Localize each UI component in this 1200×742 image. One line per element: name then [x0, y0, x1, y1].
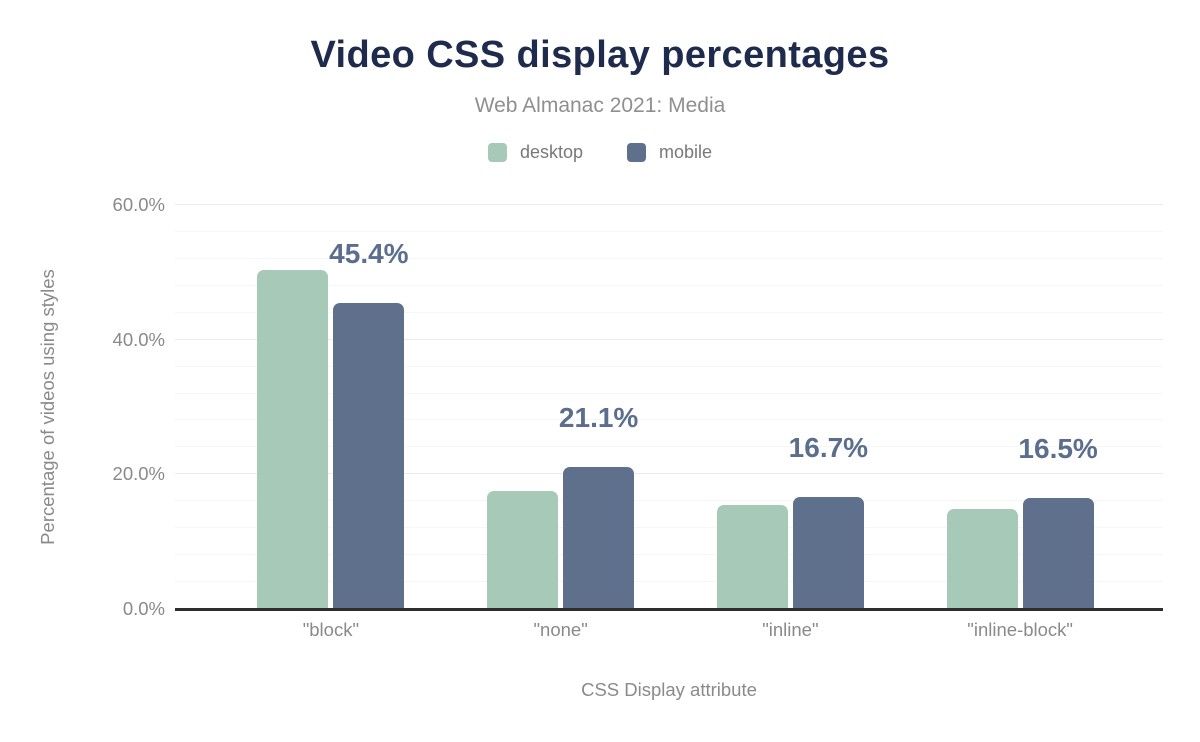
x-axis-line: [175, 608, 1163, 611]
minor-gridline: [175, 527, 1163, 529]
minor-gridline: [175, 365, 1163, 367]
legend: desktop mobile: [0, 142, 1200, 163]
legend-label-mobile: mobile: [659, 142, 713, 162]
legend-swatch-desktop-icon: [487, 143, 507, 162]
category-label-inline: "inline": [762, 619, 819, 640]
y-tick-label: 60.0%: [112, 194, 165, 215]
bar-desktop-inline[interactable]: [716, 505, 788, 609]
y-tick-label: 40.0%: [112, 328, 165, 350]
legend-item-mobile[interactable]: mobile: [627, 142, 712, 163]
bar-mobile-none[interactable]: [563, 466, 635, 609]
minor-gridline: [175, 392, 1163, 394]
plot-area: 45.4% 21.1% 16.7% 16.5%: [175, 204, 1163, 611]
data-label-inline: 16.7%: [788, 431, 869, 463]
data-label-none: 21.1%: [558, 401, 639, 433]
bar-mobile-inline-block[interactable]: [1022, 497, 1094, 609]
y-tick-label: 20.0%: [112, 463, 165, 485]
minor-gridline: [175, 257, 1163, 259]
chart-subtitle: Web Almanac 2021: Media: [474, 94, 726, 117]
category-label-inline-block: "inline-block": [967, 619, 1073, 640]
minor-gridline: [175, 419, 1163, 421]
minor-gridline: [175, 311, 1163, 313]
y-tick-label: 0.0%: [122, 598, 165, 619]
legend-label-desktop: desktop: [519, 142, 583, 162]
major-gridline: [175, 338, 1163, 340]
legend-swatch-mobile-icon: [627, 143, 646, 162]
bar-group-block: 45.4%: [216, 205, 446, 609]
minor-gridline: [175, 230, 1163, 232]
chart-title: Video CSS display percentages: [310, 34, 890, 76]
bar-mobile-inline[interactable]: [792, 496, 864, 609]
y-axis-title: Percentage of videos using styles: [37, 269, 58, 545]
major-gridline: [175, 473, 1163, 475]
bars-container: 45.4% 21.1% 16.7% 16.5%: [175, 205, 1163, 609]
x-axis-title: CSS Display attribute: [581, 679, 757, 700]
bar-mobile-block[interactable]: [333, 303, 405, 609]
data-label-inline-block: 16.5%: [1018, 432, 1098, 464]
legend-item-desktop[interactable]: desktop: [487, 142, 583, 163]
minor-gridline: [175, 500, 1163, 502]
minor-gridline: [175, 554, 1163, 556]
minor-gridline: [175, 284, 1163, 286]
data-label-block: 45.4%: [329, 238, 409, 270]
bar-desktop-block[interactable]: [257, 269, 329, 609]
minor-gridline: [175, 581, 1163, 583]
minor-gridline: [175, 446, 1163, 448]
bar-desktop-inline-block[interactable]: [946, 508, 1018, 609]
bar-desktop-none[interactable]: [487, 490, 559, 609]
bar-group-inline-block: 16.5%: [905, 205, 1135, 609]
bar-group-none: 21.1%: [446, 205, 676, 609]
bar-group-inline: 16.7%: [676, 205, 906, 609]
category-label-block: "block": [302, 619, 360, 640]
category-label-none: "none": [533, 619, 588, 640]
x-category-labels: "block" "none" "inline" "inline-block": [175, 619, 1163, 641]
major-gridline: [175, 204, 1163, 205]
